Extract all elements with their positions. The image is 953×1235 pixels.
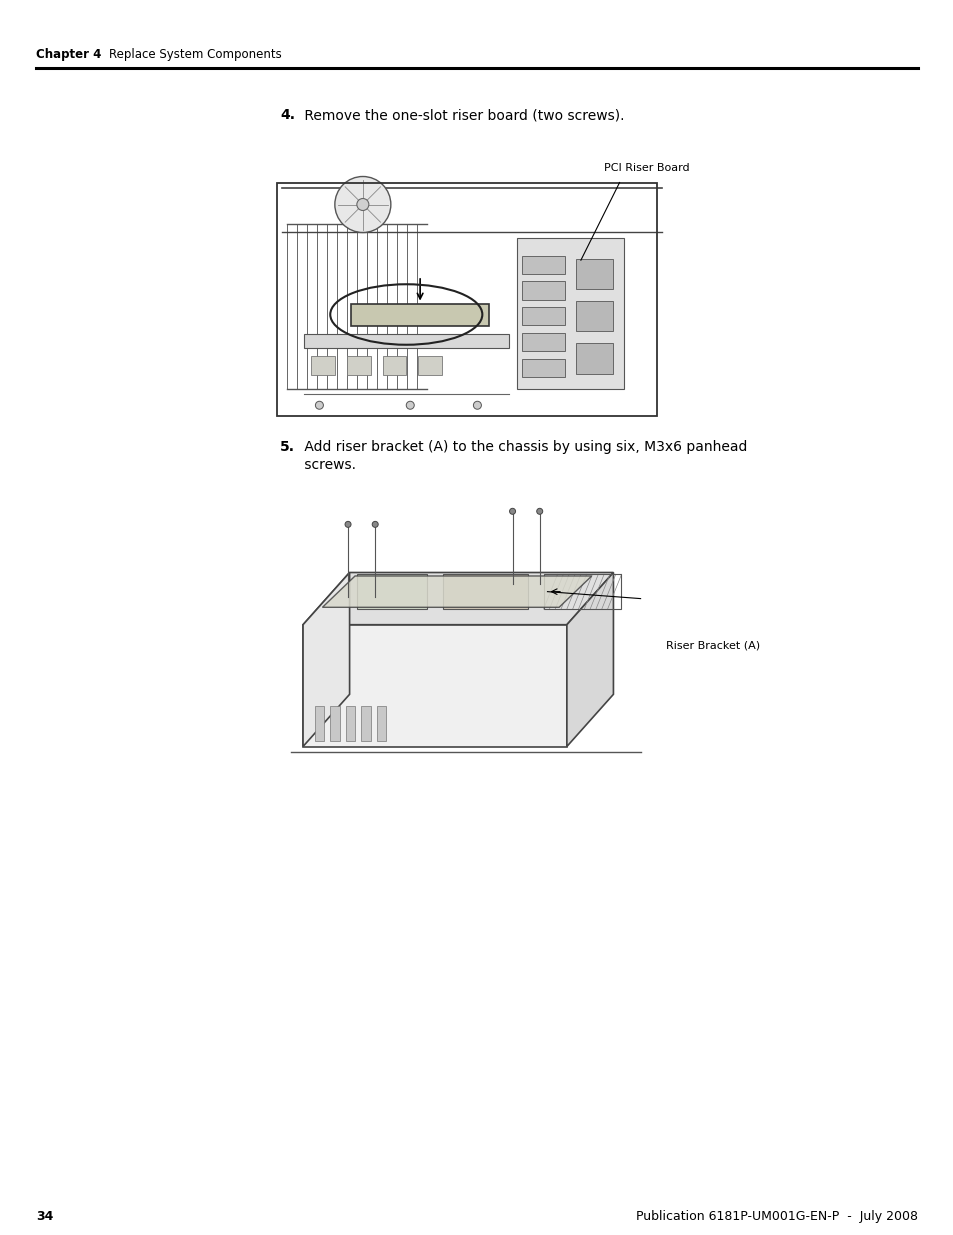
Bar: [521, 308, 564, 325]
Polygon shape: [303, 573, 613, 625]
Bar: [314, 706, 324, 741]
Bar: [272, 500, 659, 790]
Bar: [543, 574, 620, 609]
Text: screws.: screws.: [299, 458, 355, 472]
Bar: [345, 706, 355, 741]
Bar: [272, 156, 666, 430]
Text: Remove the one-slot riser board (two screws).: Remove the one-slot riser board (two scr…: [299, 107, 624, 122]
Bar: [521, 332, 564, 351]
Bar: [303, 333, 509, 347]
Circle shape: [537, 509, 542, 514]
Bar: [376, 706, 386, 741]
Bar: [347, 356, 371, 375]
Bar: [517, 237, 623, 389]
Text: 4.: 4.: [280, 107, 294, 122]
Bar: [521, 358, 564, 377]
Bar: [330, 706, 339, 741]
Text: Chapter 4: Chapter 4: [36, 48, 101, 61]
Circle shape: [335, 177, 391, 232]
Bar: [575, 301, 612, 331]
Text: Replace System Components: Replace System Components: [94, 48, 281, 61]
Bar: [276, 183, 657, 416]
Text: 5.: 5.: [280, 440, 294, 454]
Bar: [361, 706, 371, 741]
Polygon shape: [303, 625, 566, 746]
Circle shape: [473, 401, 481, 409]
Polygon shape: [566, 573, 613, 746]
Circle shape: [372, 521, 377, 527]
Text: Publication 6181P-UM001G-EN-P  -  July 2008: Publication 6181P-UM001G-EN-P - July 200…: [636, 1210, 917, 1223]
Bar: [521, 256, 564, 274]
Bar: [575, 343, 612, 374]
Circle shape: [356, 199, 369, 210]
Polygon shape: [322, 576, 591, 608]
Bar: [442, 574, 528, 609]
Bar: [382, 356, 406, 375]
Text: 34: 34: [36, 1210, 53, 1223]
Bar: [417, 356, 441, 375]
Bar: [357, 574, 427, 609]
Text: PCI Riser Board: PCI Riser Board: [603, 163, 689, 173]
Bar: [351, 304, 489, 326]
Circle shape: [509, 509, 515, 514]
Circle shape: [315, 401, 323, 409]
Text: Add riser bracket (A) to the chassis by using six, M3x6 panhead: Add riser bracket (A) to the chassis by …: [299, 440, 746, 454]
Bar: [575, 258, 612, 289]
Text: Riser Bracket (A): Riser Bracket (A): [665, 640, 760, 650]
Bar: [521, 282, 564, 300]
Bar: [312, 356, 335, 375]
Polygon shape: [303, 573, 349, 746]
Circle shape: [345, 521, 351, 527]
Circle shape: [406, 401, 414, 409]
